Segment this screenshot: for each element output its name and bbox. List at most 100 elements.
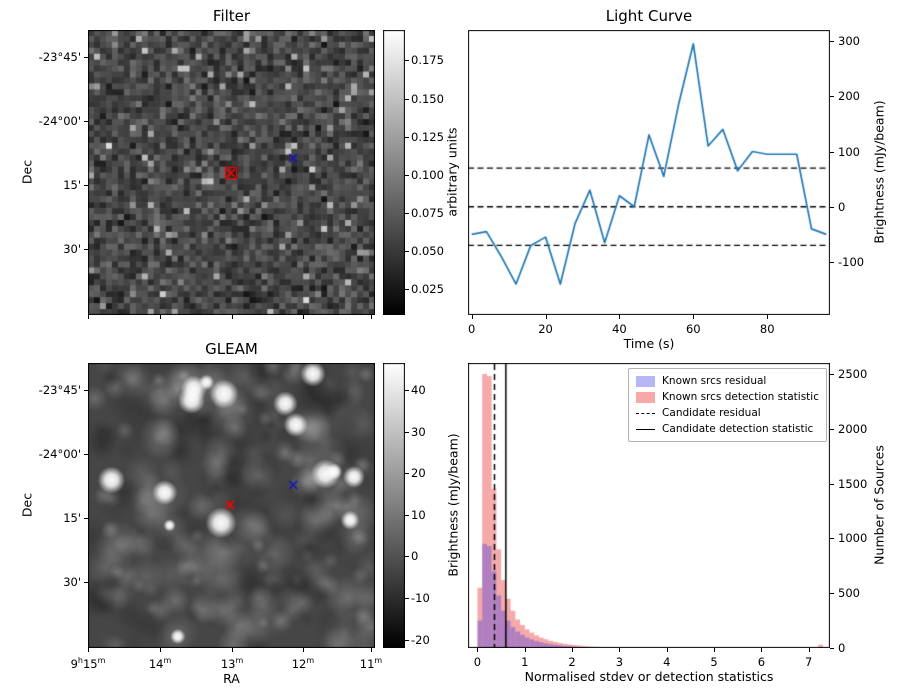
x-tick (714, 648, 716, 652)
colorbar-tick (405, 60, 409, 62)
x-tick-label: 1 (521, 655, 529, 669)
histogram-x-axis-label: Normalised stdev or detection statistics (524, 669, 774, 684)
x-tick (232, 648, 234, 652)
colorbar-tick (405, 639, 409, 641)
x-tick-label: 3 (615, 655, 624, 669)
y-tick-label: 200 (838, 89, 860, 104)
x-tick-label: 2 (568, 655, 576, 669)
y-tick (830, 538, 834, 540)
colorbar-tick-label: 0.150 (411, 91, 444, 106)
filter-image (88, 30, 375, 315)
colorbar-tick-label: 30 (411, 424, 426, 439)
colorbar-tick-label: 40 (411, 383, 426, 398)
light-curve-x-axis-label: Time (s) (623, 336, 675, 351)
legend-patch-swatch (636, 391, 656, 403)
y-tick-label: 15' (63, 178, 81, 193)
light-curve-plot (468, 30, 830, 315)
x-tick-label: 11m (359, 656, 383, 671)
colorbar-tick-label: 20 (411, 466, 426, 481)
y-tick (830, 206, 834, 208)
x-tick (88, 315, 89, 319)
y-tick (830, 41, 834, 43)
legend-patch-swatch (636, 375, 656, 387)
x-tick-label: 9h15m (70, 656, 106, 671)
y-tick-label: 100 (838, 144, 860, 159)
x-tick-label: 12m (291, 656, 315, 671)
colorbar-tick-label: 0.075 (411, 205, 444, 220)
colorbar-tick (405, 174, 409, 176)
colorbar-tick-label: 0.050 (411, 243, 444, 258)
x-tick-label: 14m (148, 656, 172, 671)
x-tick (370, 315, 372, 319)
gleam-title: GLEAM (205, 340, 258, 358)
legend-item: Candidate residual (636, 405, 819, 421)
gleam-image (88, 363, 375, 648)
x-tick (666, 648, 668, 652)
colorbar-tick (405, 598, 409, 600)
y-tick-label: 300 (838, 34, 860, 49)
x-tick-label: 4 (663, 655, 671, 669)
y-tick (830, 96, 834, 98)
colorbar-tick-label: -10 (411, 591, 430, 606)
y-tick-label: 30' (63, 574, 81, 589)
colorbar-tick (405, 556, 409, 558)
light-curve-y-axis-label: Brightness (mJy/beam) (871, 100, 887, 244)
x-tick (761, 648, 763, 652)
colorbar-tick (405, 390, 409, 392)
x-tick (545, 315, 547, 319)
y-tick-label: 0 (838, 199, 846, 214)
legend-line-swatch (636, 428, 656, 430)
x-tick (767, 315, 769, 319)
y-tick-label: 15' (63, 511, 81, 526)
x-tick (619, 648, 621, 652)
y-tick (84, 248, 88, 250)
y-tick (84, 581, 88, 583)
y-tick-label: -24°00' (38, 446, 81, 461)
x-tick (808, 648, 810, 652)
x-tick (160, 315, 162, 319)
colorbar-tick-label: 0.175 (411, 53, 444, 68)
legend-item: Known srcs residual (636, 373, 819, 389)
x-tick (693, 315, 695, 319)
x-tick-label: 0 (468, 322, 476, 336)
colorbar-tick-label: -20 (411, 632, 430, 647)
x-tick (232, 315, 234, 319)
y-tick (830, 593, 834, 595)
y-tick (830, 151, 834, 153)
colorbar-tick-label: 0 (411, 549, 419, 564)
legend-label: Known srcs residual (662, 375, 767, 387)
y-tick-label: -23°45' (38, 50, 81, 65)
y-tick (830, 648, 834, 649)
x-tick (477, 648, 479, 652)
colorbar-tick (405, 431, 409, 433)
x-tick (524, 648, 526, 652)
colorbar-tick-label: 10 (411, 507, 426, 522)
y-tick (84, 185, 88, 187)
legend-line-swatch (636, 412, 656, 414)
y-tick-label: 1000 (838, 531, 868, 546)
y-tick-label: 2500 (838, 366, 868, 381)
y-tick (830, 483, 834, 485)
y-tick-label: 0 (838, 641, 846, 655)
legend-label: Candidate detection statistic (662, 423, 814, 435)
histogram-y-axis-label: Number of Sources (871, 445, 887, 565)
x-tick-label: 60 (685, 322, 701, 336)
x-tick (302, 648, 304, 652)
colorbar-tick-label: 0.125 (411, 129, 444, 144)
colorbar-tick-label: 0.100 (411, 167, 444, 182)
y-tick-label: 2000 (838, 421, 868, 436)
filter-colorbar (383, 30, 405, 315)
colorbar-tick (405, 136, 409, 138)
y-tick-label: 30' (63, 241, 81, 256)
legend-label: Candidate residual (662, 407, 761, 419)
colorbar-tick (405, 514, 409, 516)
colorbar-tick (405, 289, 409, 291)
colorbar-tick (405, 250, 409, 252)
x-tick-label: 40 (612, 322, 627, 336)
x-tick (370, 648, 372, 652)
y-tick-label: -24°00' (38, 113, 81, 128)
colorbar-tick (405, 98, 409, 100)
x-tick-label: 20 (538, 322, 553, 336)
y-tick (84, 390, 88, 392)
